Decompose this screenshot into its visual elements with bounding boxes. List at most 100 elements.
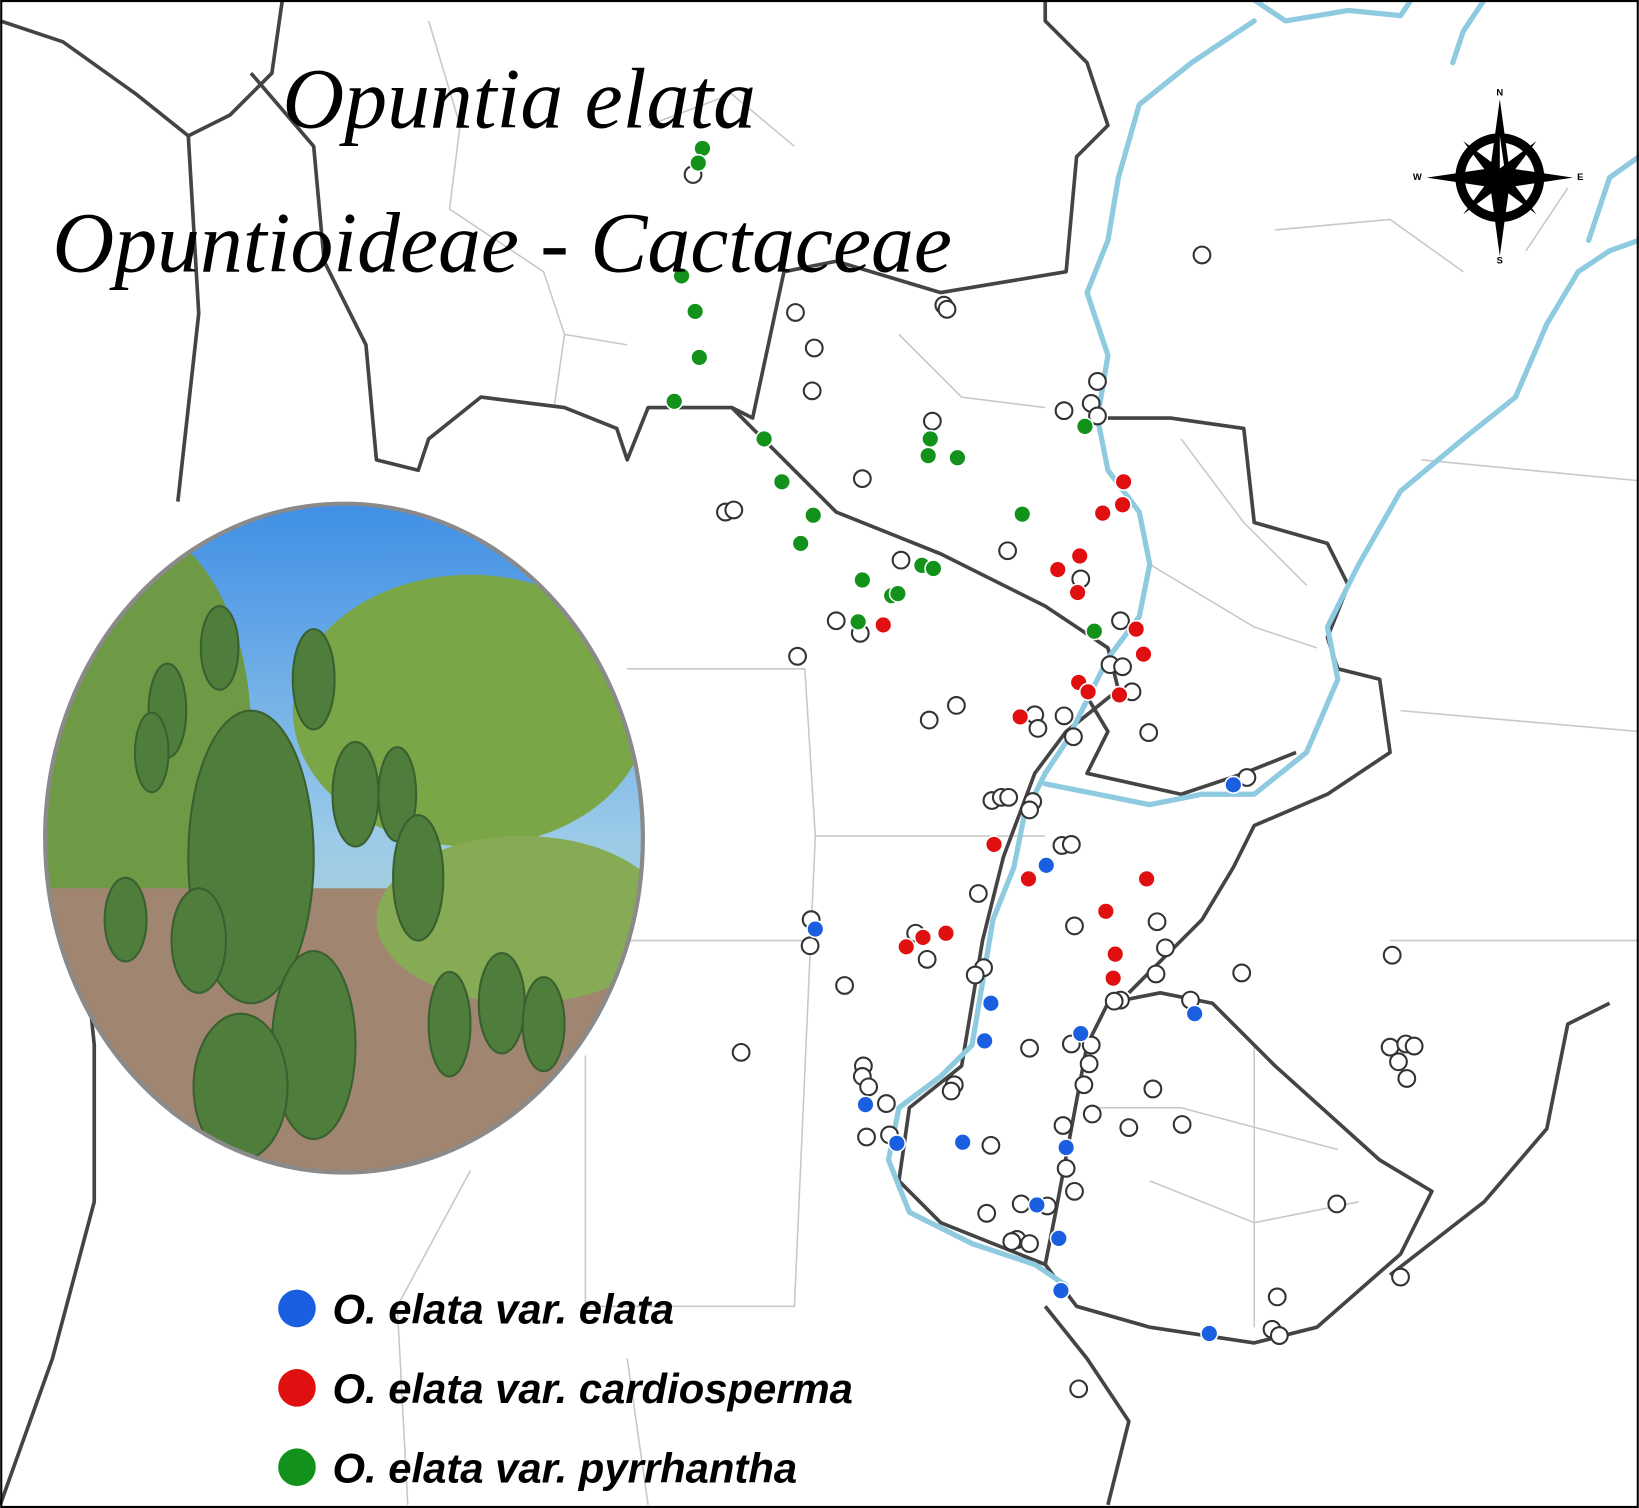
occurrence-point [891, 550, 911, 570]
occurrence-point [1382, 945, 1402, 965]
legend-label: O. elata var. pyrrhantha [333, 1444, 798, 1491]
occurrence-point [968, 884, 988, 903]
points [665, 139, 1424, 1399]
legend-swatch [278, 1289, 316, 1328]
variety-point [1011, 707, 1030, 727]
occurrence-point [1079, 1054, 1099, 1074]
variety-point [924, 559, 943, 578]
variety-point [1137, 869, 1156, 889]
occurrence-point [999, 787, 1019, 807]
variety-point [672, 266, 691, 286]
occurrence-point [1056, 1158, 1076, 1178]
variety-point [1070, 546, 1089, 566]
variety-point [874, 615, 893, 635]
legend-swatch [278, 1369, 316, 1407]
variety-point [921, 429, 940, 449]
variety-point [791, 534, 810, 553]
variety-point [1200, 1324, 1219, 1343]
occurrence-point [1020, 800, 1039, 820]
occurrence-point [802, 381, 822, 401]
variety-point [772, 472, 792, 491]
occurrence-point [1061, 834, 1081, 854]
variety-point [897, 937, 916, 956]
variety-point [804, 506, 823, 525]
occurrence-point [852, 469, 872, 489]
variety-point [948, 448, 967, 467]
variety-point [919, 446, 938, 465]
variety-point [849, 612, 868, 631]
variety-point [888, 584, 908, 603]
occurrence-point [1269, 1326, 1289, 1345]
variety-point [1106, 944, 1125, 964]
variety-point [1027, 1195, 1047, 1215]
compass-n: N [1496, 86, 1503, 97]
occurrence-point [1113, 657, 1132, 677]
compass-w: W [1413, 171, 1422, 182]
compass-s: S [1497, 255, 1503, 266]
occurrence-point [1011, 1194, 1031, 1214]
occurrence-point [786, 303, 805, 322]
variety-point [953, 1133, 972, 1152]
occurrence-point [1156, 938, 1175, 958]
occurrence-point [981, 1135, 1001, 1155]
occurrence-point [1404, 1036, 1424, 1056]
occurrence-point [1020, 1234, 1039, 1254]
legend: O. elata var. elata O. elata var. cardios… [278, 1286, 853, 1491]
occurrence-point [1065, 916, 1084, 936]
occurrence-point [1232, 963, 1252, 983]
variety-point [1085, 622, 1104, 641]
occurrence-point [1064, 727, 1083, 747]
variety-point [853, 570, 872, 590]
occurrence-point [998, 541, 1018, 561]
occurrence-point [977, 1203, 997, 1223]
variety-point [936, 924, 956, 943]
title-line2: Opuntioideae - Cactaceae [52, 196, 951, 291]
variety-point [1056, 1138, 1076, 1157]
variety-point [1049, 1229, 1068, 1248]
variety-point [1185, 1004, 1204, 1023]
variety-point [981, 994, 1001, 1013]
variety-point [1013, 505, 1032, 524]
occurrence-point [1192, 245, 1212, 265]
legend-label: O. elata var. cardiosperma [333, 1365, 853, 1412]
variety-point [1071, 1024, 1090, 1043]
compass-e: E [1577, 171, 1583, 182]
occurrence-point [1088, 406, 1107, 426]
occurrence-point [724, 500, 744, 520]
variety-point [1048, 560, 1067, 579]
variety-point [1068, 583, 1087, 602]
occurrence-point [946, 696, 966, 715]
occurrence-point [1172, 1115, 1192, 1134]
variety-point [1127, 619, 1146, 639]
title-line1: Opuntia elata [282, 51, 756, 146]
occurrence-point [1002, 1232, 1022, 1251]
variety-point [856, 1095, 875, 1114]
variety-point [1104, 969, 1123, 988]
occurrence-point [922, 411, 942, 431]
variety-point [1093, 503, 1112, 523]
occurrence-point [1147, 912, 1167, 932]
occurrence-point [1082, 1104, 1102, 1124]
variety-point [1075, 417, 1095, 436]
variety-point [975, 1031, 994, 1051]
occurrence-point [937, 299, 957, 319]
variety-point [1037, 856, 1056, 875]
occurrence-point [1065, 1181, 1084, 1201]
occurrence-point [731, 1042, 751, 1062]
variety-point [887, 1134, 906, 1153]
variety-point [984, 835, 1004, 854]
sub-borders [396, 20, 1639, 1505]
occurrence-point [859, 1077, 879, 1097]
occurrence-point [1088, 372, 1107, 391]
occurrence-point [941, 1081, 961, 1101]
occurrence-point [1104, 991, 1124, 1011]
variety-point [806, 919, 825, 939]
occurrence-point [1391, 1267, 1410, 1287]
occurrence-point [1267, 1287, 1287, 1307]
variety-point [1019, 869, 1038, 889]
variety-point [754, 429, 774, 449]
occurrence-point [1146, 964, 1166, 984]
variety-point [1078, 682, 1098, 701]
